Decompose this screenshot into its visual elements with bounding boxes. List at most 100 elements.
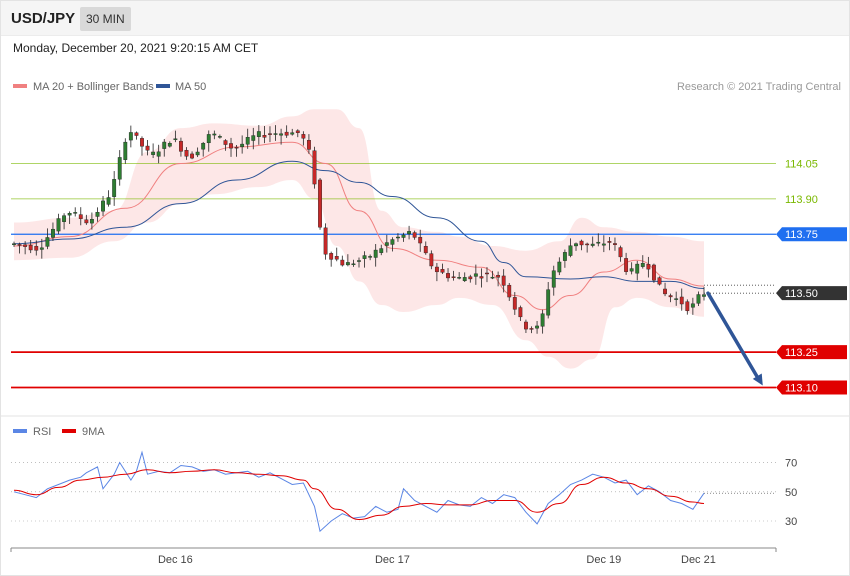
candle-body xyxy=(529,328,534,330)
candle xyxy=(396,233,400,242)
rsi-legend: RSI 9MA xyxy=(13,426,105,438)
candle-body xyxy=(685,301,690,311)
candle xyxy=(279,128,284,145)
candle-body xyxy=(379,248,384,253)
candle xyxy=(384,234,389,253)
candle-body xyxy=(451,276,456,278)
candle xyxy=(585,242,590,253)
candle-body xyxy=(145,145,150,151)
candle-body xyxy=(457,277,462,279)
level-label-1: 113.90 xyxy=(785,194,818,206)
candle xyxy=(23,241,28,255)
candle xyxy=(45,228,50,250)
candle xyxy=(535,320,539,334)
candle xyxy=(657,276,662,286)
candle xyxy=(251,127,256,150)
candle xyxy=(446,268,450,282)
candle xyxy=(429,250,434,270)
candle xyxy=(690,297,695,315)
timeframe-button[interactable]: 30 MIN xyxy=(80,7,131,31)
candle xyxy=(229,137,233,157)
candle-body xyxy=(212,133,217,136)
candle-body xyxy=(206,134,211,144)
candle xyxy=(457,272,462,280)
candle-body xyxy=(440,269,445,273)
level-label-3: 113.50 xyxy=(785,288,818,300)
candle-body xyxy=(434,266,439,273)
candle-body xyxy=(468,276,473,280)
candle xyxy=(67,211,72,224)
rsi-level-label-2: 30 xyxy=(785,516,797,528)
candle xyxy=(418,229,423,252)
candle xyxy=(473,264,478,285)
candle xyxy=(223,139,228,151)
candle xyxy=(312,146,317,189)
candle xyxy=(640,255,645,269)
candle xyxy=(301,131,306,146)
candle-body xyxy=(301,134,306,139)
forecast-arrow-head xyxy=(752,373,763,386)
candle xyxy=(112,171,117,206)
candle xyxy=(423,241,428,255)
candle xyxy=(613,237,617,251)
candle xyxy=(702,286,706,301)
level-label-0: 114.05 xyxy=(785,159,818,171)
candle xyxy=(590,236,595,248)
candle xyxy=(357,257,361,268)
level-tag-4 xyxy=(776,345,847,360)
candle xyxy=(507,282,512,301)
candle xyxy=(284,125,289,138)
candle-body xyxy=(56,218,61,232)
candle xyxy=(490,270,495,280)
candle xyxy=(618,245,623,262)
candle-body xyxy=(190,153,194,159)
candle-body xyxy=(501,275,506,286)
level-tag-2 xyxy=(776,227,847,242)
candle xyxy=(596,233,601,247)
candle xyxy=(12,241,16,247)
candle-body xyxy=(613,243,617,245)
candle xyxy=(345,254,350,267)
ma50-legend-swatch xyxy=(156,84,170,88)
forecast-arrow-shaft xyxy=(706,291,761,382)
candle xyxy=(117,150,122,186)
candle xyxy=(240,135,245,154)
candle-body xyxy=(524,321,528,330)
candle xyxy=(201,141,206,157)
candle-body xyxy=(128,132,133,141)
candle-body xyxy=(518,307,523,318)
candle-body xyxy=(418,236,423,244)
candle xyxy=(462,272,467,283)
candle-body xyxy=(334,256,339,260)
candle xyxy=(268,126,272,143)
candle-body xyxy=(590,243,595,246)
candle-body xyxy=(123,141,128,160)
rsi-line xyxy=(13,450,705,533)
candle-body xyxy=(179,140,183,152)
candle xyxy=(179,137,183,157)
candle-body xyxy=(568,245,573,256)
candle xyxy=(407,225,412,240)
copyright-label: Research © 2021 Trading Central xyxy=(677,81,841,93)
candle-body xyxy=(101,200,105,212)
candle xyxy=(601,235,606,253)
candle-body xyxy=(601,243,606,246)
candle xyxy=(440,263,445,274)
candle xyxy=(167,141,172,148)
x-axis: Dec 16 Dec 17 Dec 19 Dec 21 xyxy=(10,547,777,566)
candle-body xyxy=(679,296,684,305)
candle-body xyxy=(151,151,156,155)
candle xyxy=(34,240,39,256)
candle xyxy=(557,257,562,276)
candle-body xyxy=(646,264,651,270)
candle xyxy=(106,190,111,207)
x-tick-label-3: Dec 21 xyxy=(681,554,716,566)
candle-body xyxy=(446,273,450,279)
candle-body xyxy=(28,245,33,251)
candle-body xyxy=(462,277,467,282)
candle-body xyxy=(117,157,122,180)
candle-body xyxy=(195,151,200,156)
candle-body xyxy=(23,244,28,247)
candles xyxy=(12,125,706,334)
x-tick-label-1: Dec 17 xyxy=(375,554,410,566)
